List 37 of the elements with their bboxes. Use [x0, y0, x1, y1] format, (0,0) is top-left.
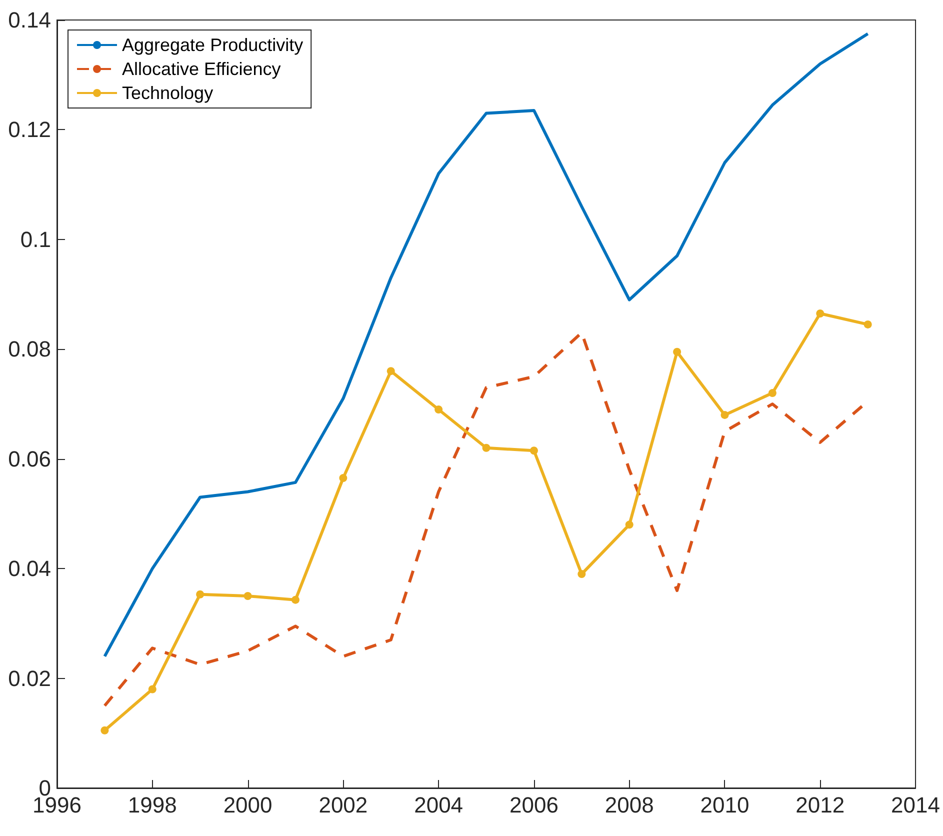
point	[768, 389, 776, 398]
x-tick-label: 2004	[414, 792, 464, 818]
y-tick-label: 0.06	[8, 446, 51, 472]
point	[864, 320, 872, 328]
point	[720, 410, 729, 419]
y-tick-label: 0.14	[8, 8, 51, 32]
point	[816, 309, 824, 318]
line-series	[103, 32, 870, 658]
x-tick-label: 1998	[128, 792, 177, 818]
x-tick-label: 2002	[318, 792, 368, 818]
point	[291, 596, 300, 604]
point	[434, 405, 443, 414]
point	[673, 348, 682, 356]
legend-label: Technology	[122, 83, 214, 103]
point	[386, 367, 395, 376]
point	[530, 446, 538, 455]
x-tick-label: 2006	[509, 792, 558, 818]
x-tick-label: 2012	[796, 792, 845, 818]
x-tick-label: 2000	[223, 792, 272, 818]
y-tick-label: 0.04	[8, 556, 51, 582]
legend-label: Aggregate Productivity	[122, 35, 304, 55]
point	[482, 444, 490, 452]
point	[244, 592, 252, 600]
point	[625, 520, 634, 529]
y-tick-label: 0.12	[8, 117, 51, 142]
x-tick-label: 2014	[891, 792, 940, 818]
x-tick-label: 2008	[604, 792, 654, 818]
point	[339, 474, 348, 482]
point	[100, 726, 109, 734]
point	[196, 590, 204, 598]
y-tick-label: 0.08	[8, 336, 51, 362]
y-tick-label: 0.02	[8, 666, 51, 691]
legend-label: Allocative Efficiency	[122, 59, 281, 79]
point	[578, 570, 586, 578]
point	[148, 685, 156, 694]
y-tick-label: 0.1	[20, 226, 51, 252]
x-tick-label: 2010	[700, 792, 750, 818]
